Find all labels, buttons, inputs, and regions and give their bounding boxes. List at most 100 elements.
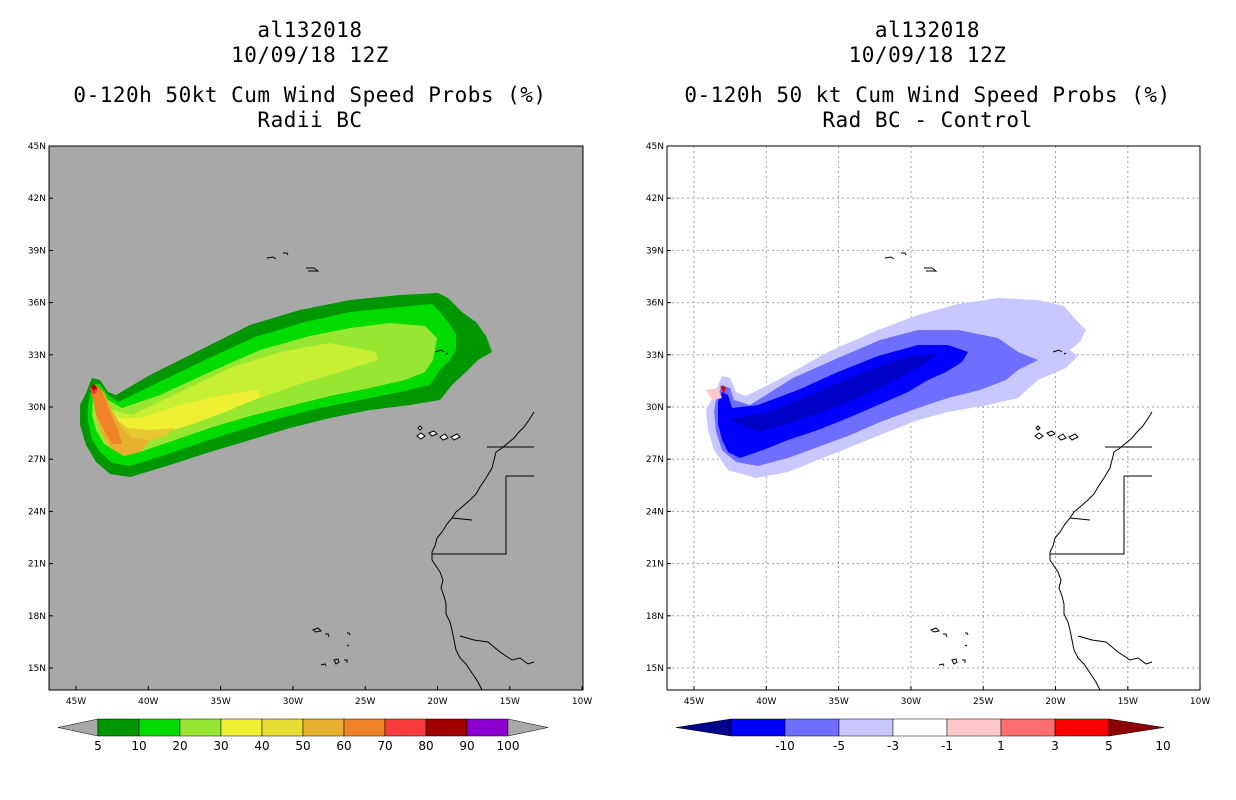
lat-label: 21N — [28, 560, 46, 570]
lon-label: 30W — [901, 697, 921, 707]
lat-label: 42N — [28, 194, 46, 204]
lat-label: 30N — [646, 403, 664, 413]
colorbar-swatch — [838, 718, 894, 737]
lat-label: 21N — [646, 560, 664, 570]
colorbar-label: 5 — [1105, 739, 1113, 753]
colorbar-swatch — [179, 718, 222, 737]
lat-label: 39N — [28, 246, 46, 256]
colorbar-label: 80 — [418, 739, 433, 753]
colorbar-label: 60 — [336, 739, 351, 753]
lat-label: 33N — [646, 351, 664, 361]
colorbar-swatch — [466, 718, 509, 737]
right-storm-id: al132018 — [874, 18, 981, 42]
lat-label: 30N — [28, 403, 46, 413]
right-map-title: 0-120h 50 kt Cum Wind Speed Probs (%) — [684, 83, 1171, 107]
lon-label: 45W — [684, 697, 704, 707]
colorbar-swatch — [1000, 718, 1056, 737]
right-datetime: 10/09/18 12Z — [848, 43, 1007, 67]
colorbar-high-triangle — [1108, 718, 1165, 737]
right-lon-axis: 45W 40W 35W 30W 25W 20W 15W 10W — [684, 697, 1211, 707]
right-difference-swath — [706, 252, 1153, 690]
colorbar-swatch — [892, 718, 948, 737]
colorbar-label: 20 — [172, 739, 187, 753]
colorbar-swatch — [784, 718, 840, 737]
lat-label: 45N — [28, 142, 46, 152]
right-panel-title-block: al132018 10/09/18 12Z 0-120h 50 kt Cum W… — [655, 18, 1200, 133]
colorbar-label: 70 — [377, 739, 392, 753]
lon-label: 15W — [500, 697, 520, 707]
lon-label: 25W — [973, 697, 993, 707]
lat-label: 33N — [28, 351, 46, 361]
colorbar-label: 10 — [1155, 739, 1170, 753]
left-map: 45N 42N 39N 36N 33N 30N 27N 24N 21N 18N 15N 45W 40W… — [28, 142, 593, 707]
right-lat-axis: 45N 42N 39N 36N 33N 30N 27N 24N 21N 18N 15N — [646, 142, 664, 674]
left-storm-id: al132018 — [257, 18, 363, 42]
left-map-frame — [48, 145, 584, 691]
lat-label: 36N — [646, 299, 664, 309]
lon-label: 10W — [1190, 697, 1210, 707]
lon-label: 20W — [1045, 697, 1065, 707]
lat-label: 24N — [646, 507, 664, 517]
colorbar-label: 40 — [254, 739, 269, 753]
left-colorbar: 5 10 20 30 40 50 60 70 80 90 100 — [57, 718, 549, 753]
left-datetime: 10/09/18 12Z — [231, 43, 389, 67]
lat-label: 24N — [28, 507, 46, 517]
colorbar-label: 3 — [1051, 739, 1059, 753]
lat-label: 42N — [646, 194, 664, 204]
colorbar-high-triangle — [507, 718, 549, 737]
right-map-subtitle: Rad BC - Control — [822, 108, 1033, 132]
colorbar-label: 1 — [997, 739, 1005, 753]
right-map-frame — [666, 145, 1201, 691]
right-map: 45N 42N 39N 36N 33N 30N 27N 24N 21N 18N 15N 45W 40W… — [646, 142, 1211, 707]
lat-label: 45N — [646, 142, 664, 152]
colorbar-label: 5 — [94, 739, 102, 753]
colorbar-swatch — [384, 718, 427, 737]
colorbar-swatch — [425, 718, 468, 737]
lon-label: 40W — [138, 697, 158, 707]
colorbar-swatch — [97, 718, 140, 737]
colorbar-label: -3 — [887, 739, 899, 753]
lon-label: 45W — [66, 697, 86, 707]
lat-label: 15N — [28, 664, 46, 674]
lon-label: 35W — [828, 697, 848, 707]
colorbar-low-triangle — [57, 718, 99, 737]
colorbar-swatch — [1054, 718, 1110, 737]
colorbar-label: -5 — [833, 739, 845, 753]
lat-label: 18N — [28, 612, 46, 622]
left-map-title: 0-120h 50kt Cum Wind Speed Probs (%) — [73, 83, 547, 107]
left-panel-title-block: al132018 10/09/18 12Z 0-120h 50kt Cum Wi… — [40, 18, 580, 133]
lon-label: 10W — [572, 697, 592, 707]
lat-label: 36N — [28, 299, 46, 309]
lon-label: 35W — [210, 697, 230, 707]
lat-label: 18N — [646, 612, 664, 622]
lat-label: 39N — [646, 246, 664, 256]
lon-label: 25W — [355, 697, 375, 707]
colorbar-swatch — [261, 718, 304, 737]
colorbar-swatch — [302, 718, 345, 737]
colorbar-label: 10 — [131, 739, 146, 753]
right-colorbar: -10 -5 -3 -1 1 3 5 10 — [675, 718, 1171, 753]
colorbar-swatch — [946, 718, 1002, 737]
lat-label: 27N — [28, 455, 46, 465]
colorbar-low-triangle — [675, 718, 732, 737]
colorbar-label: 30 — [213, 739, 228, 753]
colorbar-label: -10 — [775, 739, 795, 753]
lon-label: 15W — [1118, 697, 1138, 707]
colorbar-label: 90 — [459, 739, 474, 753]
left-probability-swath — [80, 252, 535, 690]
colorbar-swatch — [730, 718, 786, 737]
lon-label: 30W — [283, 697, 303, 707]
lon-label: 20W — [427, 697, 447, 707]
colorbar-swatch — [220, 718, 263, 737]
left-map-subtitle: Radii BC — [257, 108, 363, 132]
lat-label: 15N — [646, 664, 664, 674]
left-lon-axis: 45W 40W 35W 30W 25W 20W 15W 10W — [66, 697, 593, 707]
colorbar-label: 100 — [497, 739, 520, 753]
colorbar-swatch — [138, 718, 181, 737]
lat-label: 27N — [646, 455, 664, 465]
lon-label: 40W — [756, 697, 776, 707]
colorbar-swatch — [343, 718, 386, 737]
colorbar-label: -1 — [941, 739, 953, 753]
left-lat-axis: 45N 42N 39N 36N 33N 30N 27N 24N 21N 18N 15N — [28, 142, 46, 674]
